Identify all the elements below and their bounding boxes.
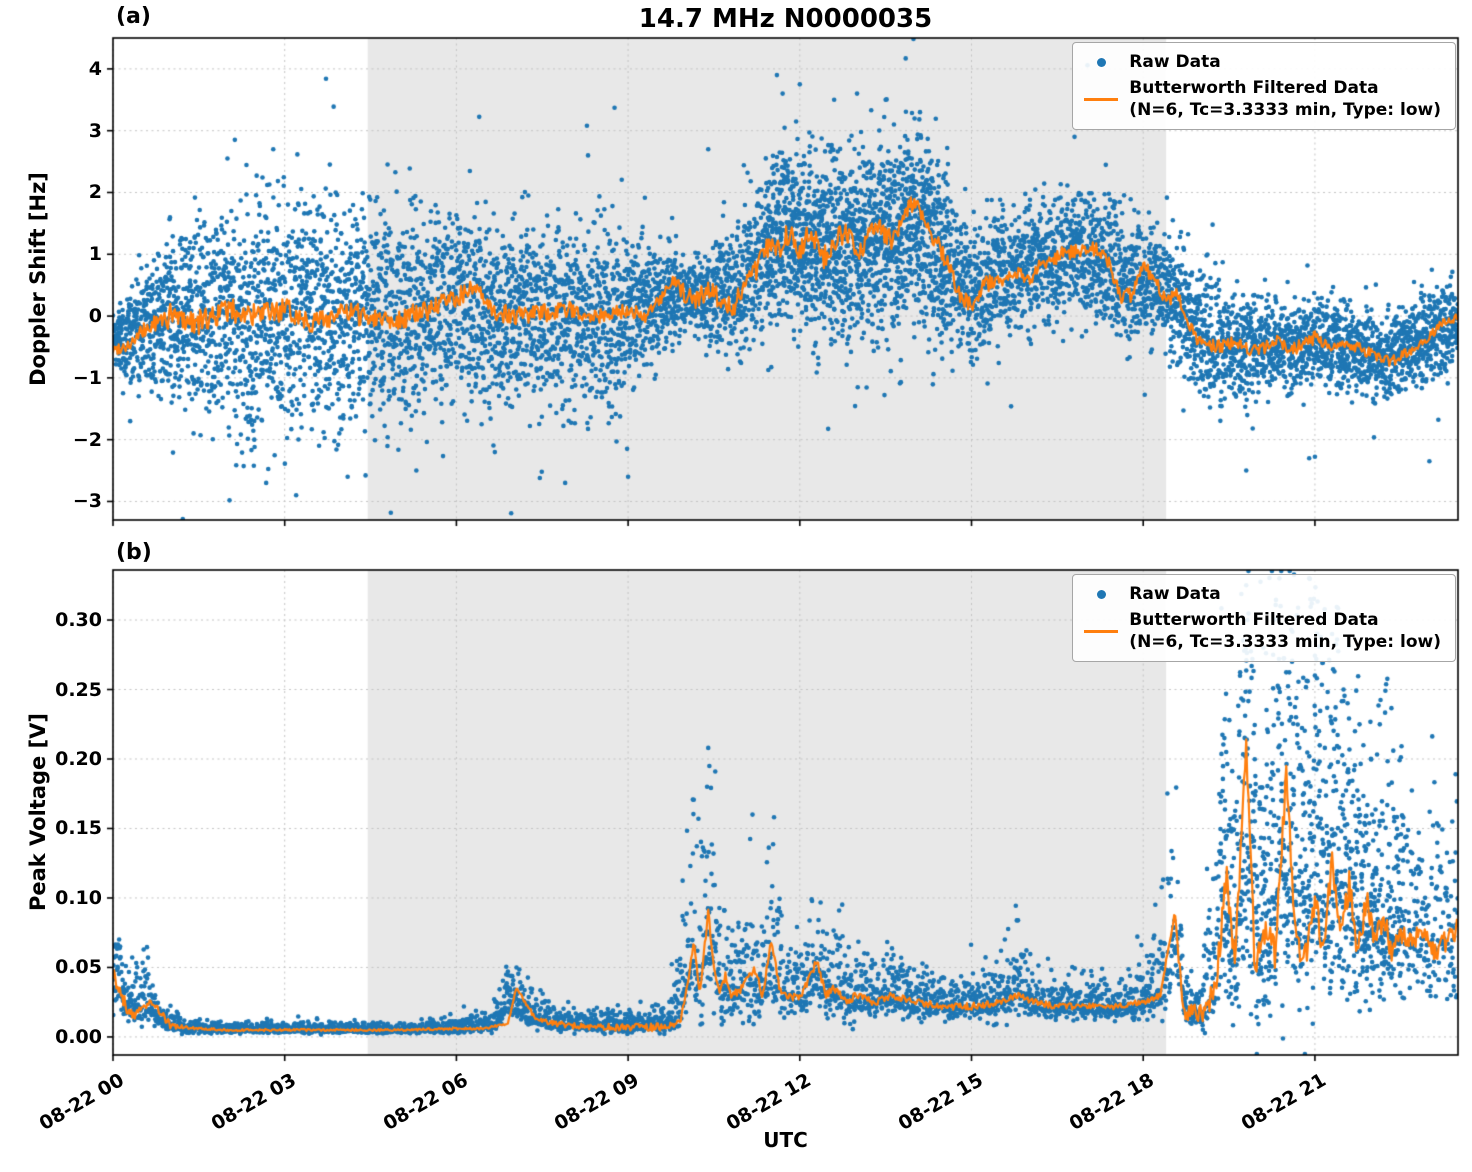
y-tick-label: 0.10 [55,886,102,909]
legend-filtered-entry: Butterworth Filtered Data (N=6, Tc=3.333… [1083,77,1441,121]
y-tick-label: 0.00 [55,1025,102,1048]
legend-panel-a: Raw Data Butterworth Filtered Data (N=6,… [1072,42,1456,131]
y-tick-label: 1 [88,243,102,266]
raw-data-marker-icon [1083,589,1119,599]
y-tick-label: 0.15 [55,817,102,840]
y-tick-label: 2 [88,181,102,204]
y-tick-label: 0 [88,305,102,328]
panel-b-ylabel: Peak Voltage [V] [26,712,50,912]
legend-filtered-label: Butterworth Filtered Data (N=6, Tc=3.333… [1129,78,1441,121]
chart-title: 14.7 MHz N0000035 [638,4,933,34]
panel-a-ylabel: Doppler Shift [Hz] [26,172,50,386]
y-tick-label: 3 [88,119,102,142]
legend-raw-entry: Raw Data [1083,583,1441,605]
raw-data-marker-icon [1083,57,1119,67]
y-tick-label: 0.30 [55,609,102,632]
legend-raw-label: Raw Data [1129,584,1221,604]
y-tick-label: −1 [72,366,102,389]
y-tick-label: 0.20 [55,747,102,770]
legend-panel-b: Raw Data Butterworth Filtered Data (N=6,… [1072,574,1456,663]
y-tick-label: −2 [72,428,102,451]
legend-raw-entry: Raw Data [1083,51,1441,73]
y-tick-label: 0.25 [55,678,102,701]
y-tick-label: 0.05 [55,956,102,979]
filtered-line-marker-icon [1083,97,1119,101]
legend-filtered-label: Butterworth Filtered Data (N=6, Tc=3.333… [1129,610,1441,653]
y-tick-label: 4 [88,57,102,80]
legend-filtered-entry: Butterworth Filtered Data (N=6, Tc=3.333… [1083,609,1441,653]
filtered-line-marker-icon [1083,629,1119,633]
x-axis-label: UTC [763,1128,808,1152]
panel-a-tag: (a) [116,4,151,29]
panel-b-tag: (b) [116,540,152,565]
legend-raw-label: Raw Data [1129,52,1221,72]
y-tick-label: −3 [72,490,102,513]
